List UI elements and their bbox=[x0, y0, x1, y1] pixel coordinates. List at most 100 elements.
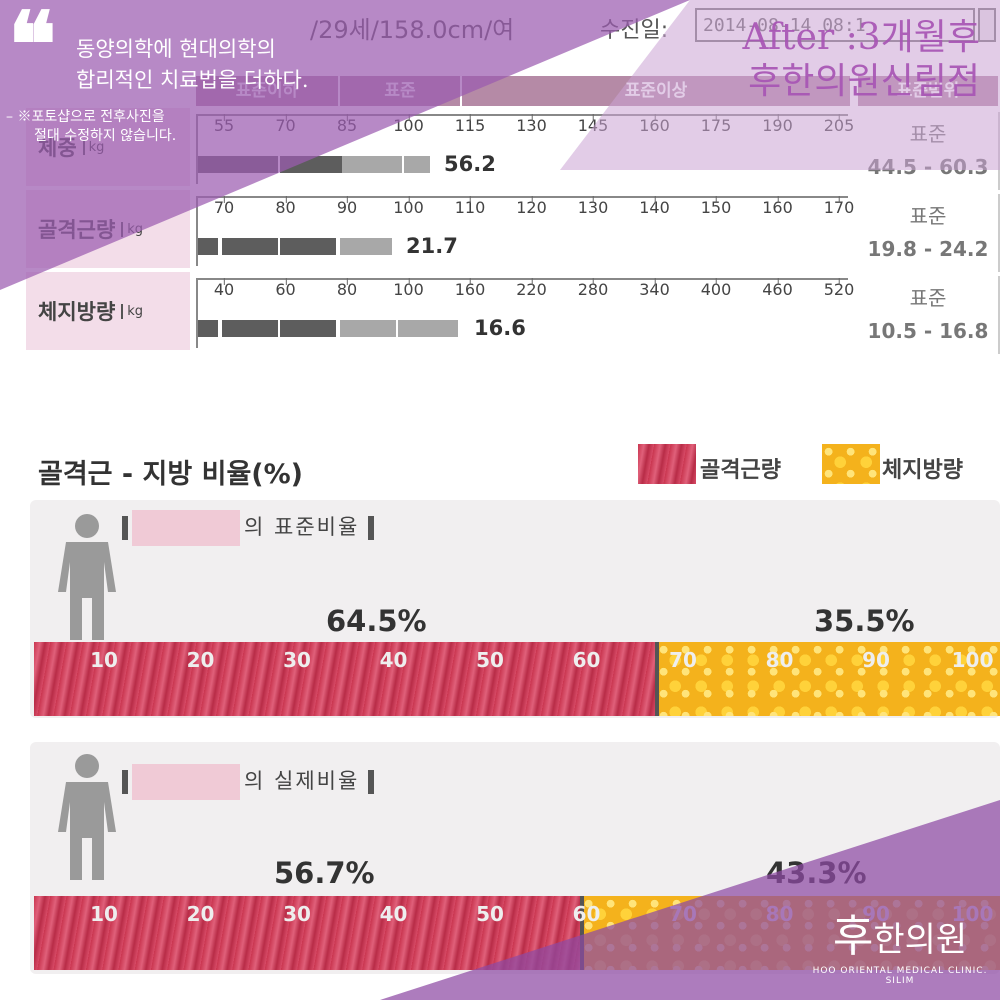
scale-tick: 205 bbox=[823, 114, 855, 135]
scale-tick: 80 bbox=[336, 278, 358, 299]
muscle-range: 표준 19.8 - 24.2 bbox=[858, 194, 1000, 272]
scale-tick: 40 bbox=[213, 278, 235, 299]
scale-tick: 100 bbox=[393, 196, 424, 217]
scale-tick: 400 bbox=[700, 278, 732, 299]
person-icon bbox=[58, 514, 116, 640]
standard-fat-pct: 35.5% bbox=[814, 604, 915, 638]
blurred-name bbox=[132, 764, 240, 800]
scale-tick: 160 bbox=[639, 114, 670, 135]
scale-tick: 140 bbox=[639, 196, 670, 217]
blurred-name bbox=[132, 510, 240, 546]
scale-tick: 90 bbox=[336, 196, 358, 217]
bar-segment bbox=[198, 156, 278, 173]
slogan: 동양의학에 현대의학의 합리적인 치료법을 더하다. bbox=[76, 34, 309, 96]
scale-tick: 100 bbox=[393, 114, 424, 135]
after-caption: After :3개월후 후한의원신림점 bbox=[742, 16, 980, 104]
scale-tick: 170 bbox=[823, 196, 855, 217]
bar-segment bbox=[340, 238, 392, 255]
standard-muscle-pct: 64.5% bbox=[326, 604, 427, 638]
ratio-tick: 10 bbox=[90, 902, 118, 926]
scale-tick: 280 bbox=[577, 278, 609, 299]
scale-tick: 460 bbox=[762, 278, 793, 299]
scale-tick: 110 bbox=[454, 196, 486, 217]
ratio-tick: 20 bbox=[186, 902, 215, 926]
scale-tick: 130 bbox=[577, 196, 609, 217]
col-standard: 표준 bbox=[340, 76, 462, 106]
label-bar bbox=[367, 516, 374, 540]
fat-range: 표준 10.5 - 16.8 bbox=[858, 276, 1000, 354]
bar-value: 16.6 bbox=[474, 316, 526, 340]
label-bar bbox=[122, 770, 128, 794]
patient-info: /29세/158.0cm/여 bbox=[310, 16, 515, 44]
scale-tick: 55 bbox=[213, 114, 235, 135]
scale-tick: 190 bbox=[762, 114, 793, 135]
row-muscle-label: 골격근량 kg bbox=[26, 190, 190, 270]
legend-muscle-swatch bbox=[638, 444, 696, 484]
standard-ratio-label: 의 표준비율 bbox=[122, 510, 374, 546]
ratio-tick: 30 bbox=[283, 648, 311, 672]
exam-date-dropdown-button[interactable] bbox=[978, 8, 996, 42]
scale-tick: 160 bbox=[454, 278, 486, 299]
bar-value: 56.2 bbox=[444, 152, 496, 176]
logo-english: HOO ORIENTAL MEDICAL CLINIC. SILIM bbox=[812, 966, 988, 986]
actual-muscle-pct: 56.7% bbox=[274, 856, 375, 890]
actual-fat-pct: 43.3% bbox=[766, 856, 867, 890]
scale-tick: 70 bbox=[213, 196, 235, 217]
weight-range: 표준 44.5 - 60.3 bbox=[858, 112, 1000, 190]
scale-tick: 60 bbox=[275, 278, 296, 299]
ratio-tick: 80 bbox=[765, 648, 794, 672]
bar-segment bbox=[404, 156, 430, 173]
scale-tick: 160 bbox=[762, 196, 793, 217]
ratio-tick: 70 bbox=[669, 648, 697, 672]
standard-fat-fill bbox=[657, 642, 1000, 716]
fat-range-value: 10.5 - 16.8 bbox=[867, 319, 989, 343]
legend-muscle-label: 골격근량 bbox=[700, 458, 781, 483]
scale-tick: 150 bbox=[700, 196, 732, 217]
legend-fat-label: 체지방량 bbox=[882, 458, 963, 483]
scale-tick: 340 bbox=[639, 278, 670, 299]
exam-date-label: 수진일: bbox=[600, 18, 669, 43]
bar-segment bbox=[280, 320, 336, 337]
ratio-tick: 100 bbox=[951, 648, 994, 672]
ratio-tick: 30 bbox=[283, 902, 311, 926]
label-bar bbox=[122, 516, 128, 540]
bar-segment bbox=[398, 320, 458, 337]
standard-muscle-fill bbox=[34, 642, 657, 716]
row-fat-name: 체지방량 bbox=[38, 300, 116, 324]
fat-scale: 40 60 80 100 160 220 280 340 400 460 520 16.6 bbox=[196, 278, 854, 348]
ratio-tick: 70 bbox=[669, 902, 697, 926]
weight-range-value: 44.5 - 60.3 bbox=[867, 155, 989, 179]
scale-tick: 85 bbox=[336, 114, 358, 135]
quote-icon: ❝ bbox=[8, 0, 57, 98]
muscle-range-value: 19.8 - 24.2 bbox=[867, 237, 989, 261]
after-line-1: After :3개월후 bbox=[742, 17, 980, 58]
scale-tick: 100 bbox=[393, 278, 424, 299]
weight-range-label: 표준 bbox=[909, 122, 947, 146]
ratio-tick: 80 bbox=[765, 902, 794, 926]
scale-tick: 70 bbox=[275, 114, 296, 135]
slogan-line-2: 합리적인 치료법을 더하다. bbox=[76, 68, 309, 92]
scale-tick: 520 bbox=[823, 278, 855, 299]
slogan-line-1: 동양의학에 현대의학의 bbox=[76, 37, 276, 61]
bar-segment bbox=[222, 320, 278, 337]
after-line-2: 후한의원신림점 bbox=[748, 61, 980, 102]
ratio-tick: 40 bbox=[379, 648, 408, 672]
notice-line-2: 절대 수정하지 않습니다. bbox=[34, 128, 177, 144]
row-muscle-name: 골격근량 bbox=[38, 218, 116, 242]
actual-ratio-label: 의 실제비율 bbox=[122, 764, 374, 800]
clinic-logo: 후한의원 HOO ORIENTAL MEDICAL CLINIC. SILIM bbox=[800, 900, 1000, 986]
ratio-tick: 60 bbox=[572, 902, 601, 926]
scale-tick: 220 bbox=[516, 278, 547, 299]
scale-tick: 130 bbox=[516, 114, 547, 135]
standard-ratio-text: 의 표준비율 bbox=[244, 515, 360, 539]
fat-range-label: 표준 bbox=[909, 286, 947, 310]
scale-tick: 120 bbox=[516, 196, 547, 217]
actual-ratio-text: 의 실제비율 bbox=[244, 769, 360, 793]
bar-segment bbox=[340, 320, 396, 337]
bar-segment bbox=[198, 320, 218, 337]
ratio-title: 골격근 - 지방 비율(%) bbox=[38, 459, 304, 490]
photoshop-notice: – ※포토샵으로 전후사진을 절대 수정하지 않습니다. bbox=[6, 108, 176, 146]
bar-segment bbox=[222, 238, 278, 255]
label-bar bbox=[367, 770, 374, 794]
ratio-tick: 50 bbox=[476, 902, 504, 926]
